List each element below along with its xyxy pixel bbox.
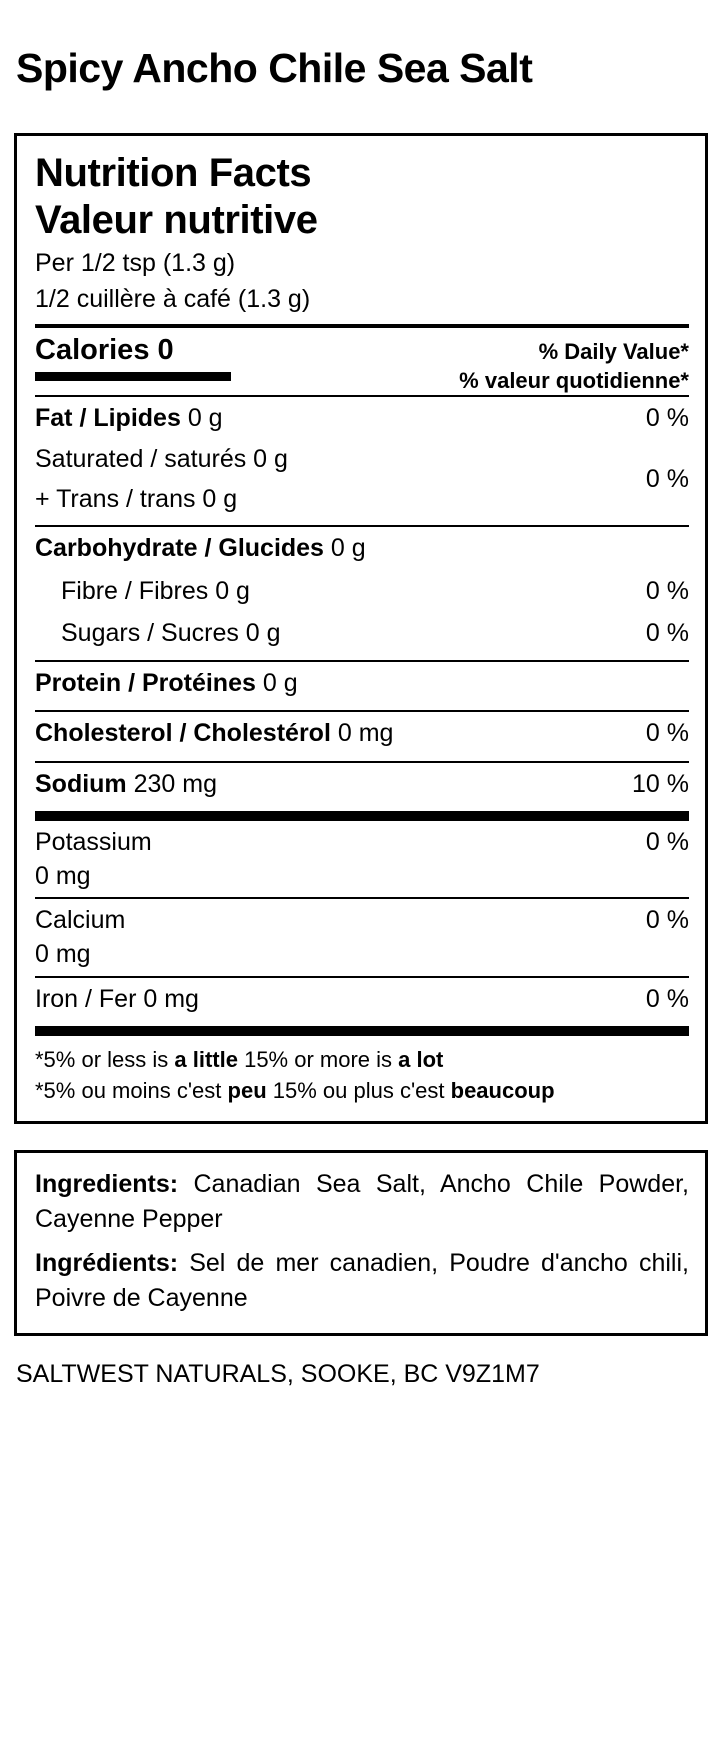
daily-value-header: % Daily Value* % valeur quotidienne*: [459, 334, 689, 394]
sodium-amount: 230 mg: [133, 769, 218, 798]
daily-value-label-en: % Daily Value*: [538, 339, 689, 365]
divider-above-sodium: [35, 760, 689, 763]
footnote-fr-prefix: *5% ou moins c'est: [35, 1078, 228, 1104]
ingredients-en: Ingredients: Canadian Sea Salt, Ancho Ch…: [35, 1167, 689, 1238]
fat-percent: 0 %: [645, 403, 689, 432]
calcium-label: Calcium: [35, 906, 126, 935]
trans-label: + Trans / trans 0 g: [35, 485, 238, 514]
table-row-sugars: Sugars / Sucres 0 g 0 %: [35, 612, 689, 654]
footnote-fr-peu: peu: [227, 1078, 267, 1104]
cholesterol-amount: 0 mg: [337, 719, 394, 748]
nutrition-facts-heading-en: Nutrition Facts: [35, 151, 312, 195]
ingredients-fr: Ingrédients: Sel de mer canadien, Poudre…: [35, 1246, 689, 1317]
carbohydrate-amount: 0 g: [330, 534, 366, 563]
potassium-label: Potassium: [35, 827, 152, 856]
table-row-iron: Iron / Fer 0 mg 0 %: [35, 978, 689, 1020]
manufacturer-address: SALTWEST NATURALS, SOOKE, BC V9Z1M7: [16, 1359, 540, 1388]
serving-size-fr: 1/2 cuillère à café (1.3 g): [35, 285, 311, 314]
divider-above-cholesterol: [35, 710, 689, 713]
fat-amount: 0 g: [187, 403, 223, 432]
ingredients-panel: Ingredients: Canadian Sea Salt, Ancho Ch…: [14, 1149, 708, 1336]
nutrition-facts-heading-fr: Valeur nutritive: [35, 198, 318, 243]
calcium-amount: 0 mg: [35, 940, 91, 969]
footnote-fr-beaucoup: beaucoup: [450, 1078, 555, 1104]
footnote-line-fr: *5% ou moins c'est peu 15% ou plus c'est…: [35, 1075, 689, 1106]
calories-underline: [35, 371, 231, 381]
calories-row: Calories 0 % Daily Value* % valeur quoti…: [35, 328, 689, 394]
footnote-en-prefix: *5% or less is: [35, 1047, 175, 1073]
potassium-amount: 0 mg: [35, 861, 91, 890]
sugars-label: Sugars / Sucres 0 g: [61, 618, 281, 647]
divider-above-fat: [35, 394, 689, 397]
footnote-en-lot: a lot: [398, 1047, 444, 1073]
cholesterol-label: Cholesterol / Cholestérol: [35, 719, 331, 748]
ingredients-text-fr: Sel de mer canadien, Poudre d'ancho chil…: [35, 1248, 689, 1313]
divider-above-minerals: [35, 810, 689, 821]
table-row-carbohydrate: Carbohydrate / Glucides 0 g: [35, 527, 689, 569]
divider-above-calcium: [35, 897, 689, 900]
page-title: Spicy Ancho Chile Sea Salt: [16, 45, 533, 91]
serving-size-en: Per 1/2 tsp (1.3 g): [35, 249, 236, 278]
fat-subgroup-percent: 0 %: [645, 465, 689, 494]
fibre-label: Fibre / Fibres 0 g: [61, 576, 250, 605]
fat-label: Fat / Lipides: [35, 403, 181, 432]
saturated-label: Saturated / saturés 0 g: [35, 444, 288, 473]
divider-above-calories: [35, 324, 689, 329]
ingredients-text-en: Canadian Sea Salt, Ancho Chile Powder, C…: [35, 1169, 689, 1234]
cholesterol-percent: 0 %: [645, 719, 689, 748]
footnote-en-middle: 15% or more is: [237, 1047, 399, 1073]
footnote-en-little: a little: [174, 1047, 238, 1073]
protein-label: Protein / Protéines: [35, 669, 256, 698]
table-row-potassium: Potassium 0 mg 0 %: [35, 821, 689, 898]
table-row-fibre: Fibre / Fibres 0 g 0 %: [35, 570, 689, 612]
iron-percent: 0 %: [645, 984, 689, 1013]
sodium-percent: 10 %: [632, 769, 689, 798]
ingredients-label-en: Ingredients:: [35, 1169, 179, 1198]
divider-above-carbohydrate: [35, 525, 689, 528]
table-row-fat: Fat / Lipides 0 g 0 %: [35, 397, 689, 439]
calcium-percent: 0 %: [645, 906, 689, 935]
sodium-label: Sodium: [35, 769, 127, 798]
table-row-cholesterol: Cholesterol / Cholestérol 0 mg 0 %: [35, 712, 689, 754]
footnote-fr-middle: 15% ou plus c'est: [266, 1078, 451, 1104]
footnote: *5% or less is a little 15% or more is a…: [35, 1036, 689, 1106]
table-row-calcium: Calcium 0 mg 0 %: [35, 899, 689, 976]
calories-label: Calories 0: [35, 334, 174, 367]
nutrition-facts-panel: Nutrition Facts Valeur nutritive Per 1/2…: [14, 133, 708, 1124]
ingredients-label-fr: Ingrédients:: [35, 1248, 179, 1277]
footnote-line-en: *5% or less is a little 15% or more is a…: [35, 1044, 689, 1075]
iron-label: Iron / Fer 0 mg: [35, 984, 199, 1013]
table-row-fat-subgroup: Saturated / saturés 0 g + Trans / trans …: [35, 439, 689, 520]
carbohydrate-label: Carbohydrate / Glucides: [35, 534, 324, 563]
table-row-sodium: Sodium 230 mg 10 %: [35, 763, 689, 805]
daily-value-label-fr: % valeur quotidienne*: [459, 367, 689, 393]
divider-above-protein: [35, 660, 689, 663]
fibre-percent: 0 %: [645, 576, 689, 605]
divider-above-iron: [35, 975, 689, 978]
divider-above-footnote: [35, 1026, 689, 1037]
table-row-protein: Protein / Protéines 0 g: [35, 662, 689, 704]
protein-amount: 0 g: [262, 669, 298, 698]
sugars-percent: 0 %: [645, 618, 689, 647]
potassium-percent: 0 %: [645, 827, 689, 856]
